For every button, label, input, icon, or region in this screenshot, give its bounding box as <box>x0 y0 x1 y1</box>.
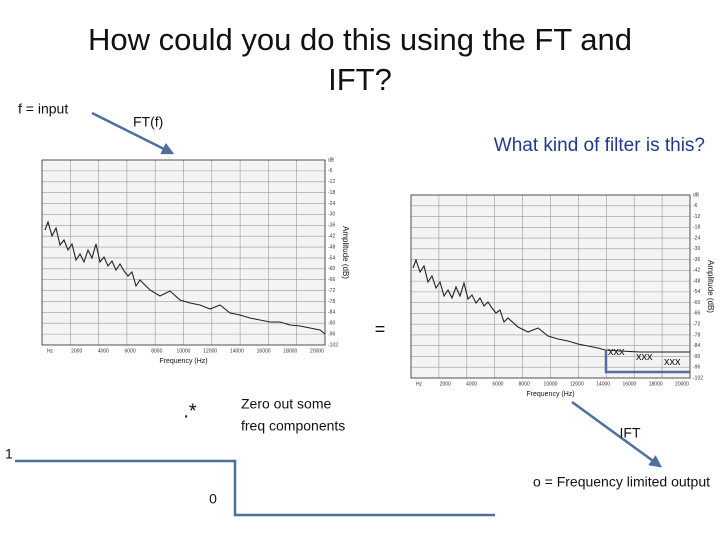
filter-zero: 0 <box>209 491 217 507</box>
y-tick-label: -6 <box>328 168 333 174</box>
y-tick-label: -36 <box>328 223 335 229</box>
y-tick-label: -42 <box>328 234 335 240</box>
y-tick-label: dB <box>693 192 700 198</box>
x-tick-label: 2000 <box>440 381 451 387</box>
y-tick-label: -96 <box>328 331 335 337</box>
y-tick-label: -30 <box>328 212 335 218</box>
x-tick-label: 14000 <box>596 381 610 387</box>
y-tick-label: -72 <box>328 288 335 294</box>
filter-outline <box>604 350 690 374</box>
input-label: f = input <box>18 101 68 117</box>
filter-shape <box>15 459 495 517</box>
output-label: o = Frequency limited output <box>533 474 710 490</box>
y-tick-label: -54 <box>693 289 700 295</box>
y-tick-label: -18 <box>328 190 335 196</box>
y-tick-label: -90 <box>693 354 700 360</box>
x-tick-label: 16000 <box>257 348 271 354</box>
y-axis-label: Amplitude (dB) <box>706 260 715 313</box>
arrow <box>91 111 175 155</box>
x-tick-label: 18000 <box>283 348 297 354</box>
plot-frame <box>410 194 691 379</box>
y-tick-label: -24 <box>328 201 335 207</box>
multiply: .* <box>183 400 197 422</box>
y-tick-label: -12 <box>693 214 700 220</box>
x-tick-label: 10000 <box>544 381 558 387</box>
y-tick-label: -24 <box>693 235 700 241</box>
y-tick-label: -42 <box>693 268 700 274</box>
y-tick-label: -60 <box>328 266 335 272</box>
y-tick-label: -60 <box>693 300 700 306</box>
y-tick-label: -84 <box>693 343 700 349</box>
zeroed-mark: xxx <box>636 351 653 363</box>
y-tick-label: -12 <box>328 179 335 185</box>
ft-label: FT(f) <box>133 114 163 130</box>
y-tick-label: dB <box>328 157 335 163</box>
y-tick-label: -96 <box>693 365 700 371</box>
equals: = <box>375 319 386 339</box>
spectrum-plot: Hz 2000 4000 6000 8000 10000 12000 14000 16000 18… <box>41 157 350 365</box>
y-tick-label: -30 <box>693 246 700 252</box>
zeroed-mark: xxx <box>608 346 625 358</box>
x-tick-label: 2000 <box>71 348 82 354</box>
x-tick-label: Hz <box>47 348 54 354</box>
arrow <box>571 400 663 468</box>
filter-one: 1 <box>5 446 13 462</box>
x-axis-label: Frequency (Hz) <box>159 358 207 365</box>
y-tick-label: -102 <box>693 375 703 381</box>
x-tick-label: 6000 <box>492 381 503 387</box>
y-tick-label: -54 <box>328 255 335 261</box>
x-tick-label: 4000 <box>98 348 109 354</box>
y-tick-label: -72 <box>693 322 700 328</box>
spectrum-curve <box>412 258 690 353</box>
x-axis-label: Frequency (Hz) <box>526 391 574 398</box>
x-tick-label: 12000 <box>203 348 217 354</box>
zero-out-line: freq components <box>241 418 345 434</box>
y-tick-label: -18 <box>693 225 700 231</box>
x-tick-label: 18000 <box>649 381 663 387</box>
title-line: IFT? <box>328 62 392 97</box>
y-tick-label: -66 <box>328 277 335 283</box>
x-tick-label: 6000 <box>125 348 136 354</box>
x-tick-label: 10000 <box>177 348 191 354</box>
y-tick-label: -48 <box>328 244 335 250</box>
zero-out-line: Zero out some <box>241 396 331 412</box>
y-tick-label: -66 <box>693 311 700 317</box>
y-tick-label: -48 <box>693 278 700 284</box>
ift-label: IFT <box>620 425 641 441</box>
x-tick-label: Hz <box>416 381 423 387</box>
title-line: How could you do this using the FT and <box>88 22 632 57</box>
x-tick-label: 20000 <box>675 381 689 387</box>
y-tick-label: -78 <box>693 332 700 338</box>
plot-frame <box>41 159 326 346</box>
x-tick-label: 20000 <box>310 348 324 354</box>
x-tick-label: 12000 <box>570 381 584 387</box>
question: What kind of filter is this? <box>494 135 705 156</box>
x-tick-label: 14000 <box>230 348 244 354</box>
y-tick-label: -6 <box>693 203 698 209</box>
y-tick-label: -102 <box>328 342 338 348</box>
x-tick-label: 8000 <box>151 348 162 354</box>
x-tick-label: 8000 <box>519 381 530 387</box>
y-tick-label: -84 <box>328 310 335 316</box>
spectrum-plot: Hz 2000 4000 6000 8000 10000 12000 14000 16000 18… <box>410 192 715 398</box>
y-tick-label: -78 <box>328 299 335 305</box>
x-tick-label: 16000 <box>622 381 636 387</box>
y-tick-label: -36 <box>693 257 700 263</box>
y-axis-label: Amplitude (dB) <box>341 226 350 279</box>
spectrum-curve <box>44 220 326 335</box>
x-tick-label: 4000 <box>466 381 477 387</box>
zeroed-mark: xxx <box>664 356 681 368</box>
y-tick-label: -90 <box>328 321 335 327</box>
